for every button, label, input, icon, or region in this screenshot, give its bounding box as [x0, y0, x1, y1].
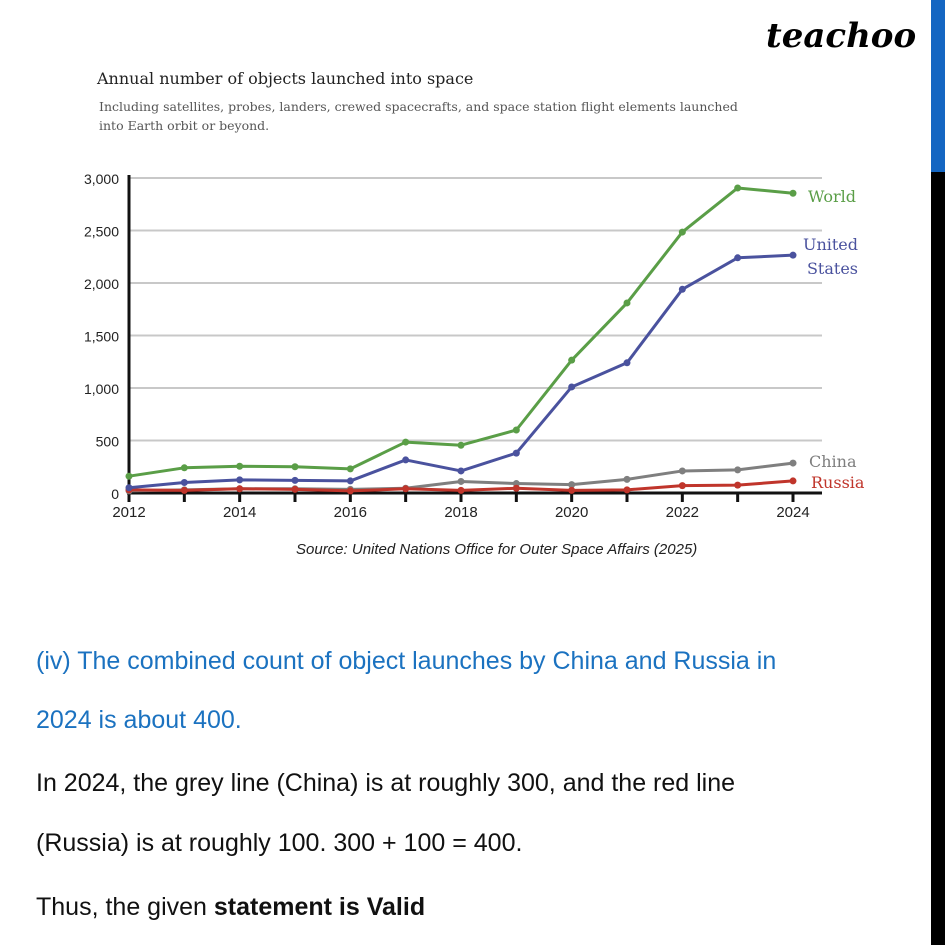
data-point: [512, 449, 520, 457]
answer-line-2: (Russia) is at roughly 100. 300 + 100 = …: [36, 829, 523, 857]
data-point: [291, 485, 299, 493]
data-point: [678, 482, 686, 490]
data-point: [789, 189, 797, 197]
conclusion-bold: statement is Valid: [213, 893, 426, 921]
line-chart: 0 500 1,000 1,500 2,000 2,500 3,000 2012 2014 201…: [84, 171, 865, 521]
data-point: [236, 476, 244, 484]
y-tick-label: 0: [111, 486, 119, 502]
data-point: [512, 484, 520, 492]
question-line-2: 2024 is about 400.: [36, 706, 242, 734]
scrollbar-track[interactable]: [931, 0, 945, 945]
data-point: [457, 467, 465, 475]
data-point: [180, 479, 188, 486]
data-point: [346, 477, 354, 485]
data-point: [291, 476, 299, 484]
x-tick-label: 2022: [666, 504, 699, 521]
chart-source: Source: United Nations Office for Outer …: [296, 541, 698, 558]
conclusion: Thus, the given statement is Valid: [36, 893, 425, 922]
question-line-1: (iv) The combined count of object launch…: [36, 647, 777, 675]
data-point: [623, 299, 631, 307]
scrollbar-thumb[interactable]: [931, 0, 945, 172]
data-point: [789, 251, 797, 259]
x-tick-label: 2020: [555, 504, 588, 521]
data-point: [678, 285, 686, 293]
answer-line-1: In 2024, the grey line (China) is at rou…: [36, 769, 736, 797]
data-point: [623, 486, 631, 494]
teachoo-logo: teachoo: [766, 16, 917, 56]
data-point: [291, 463, 299, 471]
data-point: [402, 485, 410, 493]
y-tick-label: 3,000: [84, 171, 119, 187]
data-point: [457, 477, 465, 485]
series-line-united-states: [128, 253, 794, 490]
series-label: China: [809, 452, 857, 471]
data-point: [678, 228, 686, 236]
y-tick-label: 1,000: [84, 381, 119, 397]
data-point: [623, 475, 631, 483]
chart-subtitle: Including satellites, probes, landers, c…: [99, 99, 738, 133]
data-point: [236, 462, 244, 470]
y-tick-label: 2,000: [84, 276, 119, 292]
data-point: [678, 467, 686, 475]
data-point: [789, 477, 797, 485]
data-point: [568, 356, 576, 364]
data-point: [180, 464, 188, 472]
x-tick-label: 2012: [112, 504, 145, 521]
data-point: [346, 465, 354, 473]
data-point: [568, 486, 576, 494]
data-point: [125, 472, 133, 480]
data-point: [734, 481, 742, 489]
y-tick-label: 1,500: [84, 329, 119, 345]
data-point: [789, 459, 797, 467]
data-point: [236, 485, 244, 493]
data-point: [568, 383, 576, 391]
y-tick-label: 500: [96, 434, 120, 450]
x-tick-label: 2024: [776, 504, 809, 521]
data-point: [623, 359, 631, 367]
data-point: [180, 486, 188, 494]
series-label: Russia: [811, 473, 865, 492]
data-point: [402, 438, 410, 446]
data-point: [734, 184, 742, 192]
data-point: [346, 487, 354, 495]
data-point: [734, 254, 742, 262]
series-label: States: [807, 259, 858, 278]
chart-title: Annual number of objects launched into s…: [97, 69, 474, 88]
data-point: [734, 466, 742, 474]
conclusion-prefix: Thus, the given: [36, 893, 214, 921]
x-tick-label: 2018: [444, 504, 477, 521]
data-point: [125, 484, 133, 492]
y-tick-label: 2,500: [84, 224, 119, 240]
data-point: [512, 426, 520, 434]
series-label: World: [808, 187, 856, 206]
data-point: [457, 441, 465, 449]
data-point: [568, 481, 576, 489]
x-tick-label: 2016: [334, 504, 367, 521]
series-label: United: [803, 235, 858, 254]
data-point: [402, 456, 410, 464]
x-tick-label: 2014: [223, 504, 256, 521]
data-point: [457, 486, 465, 494]
